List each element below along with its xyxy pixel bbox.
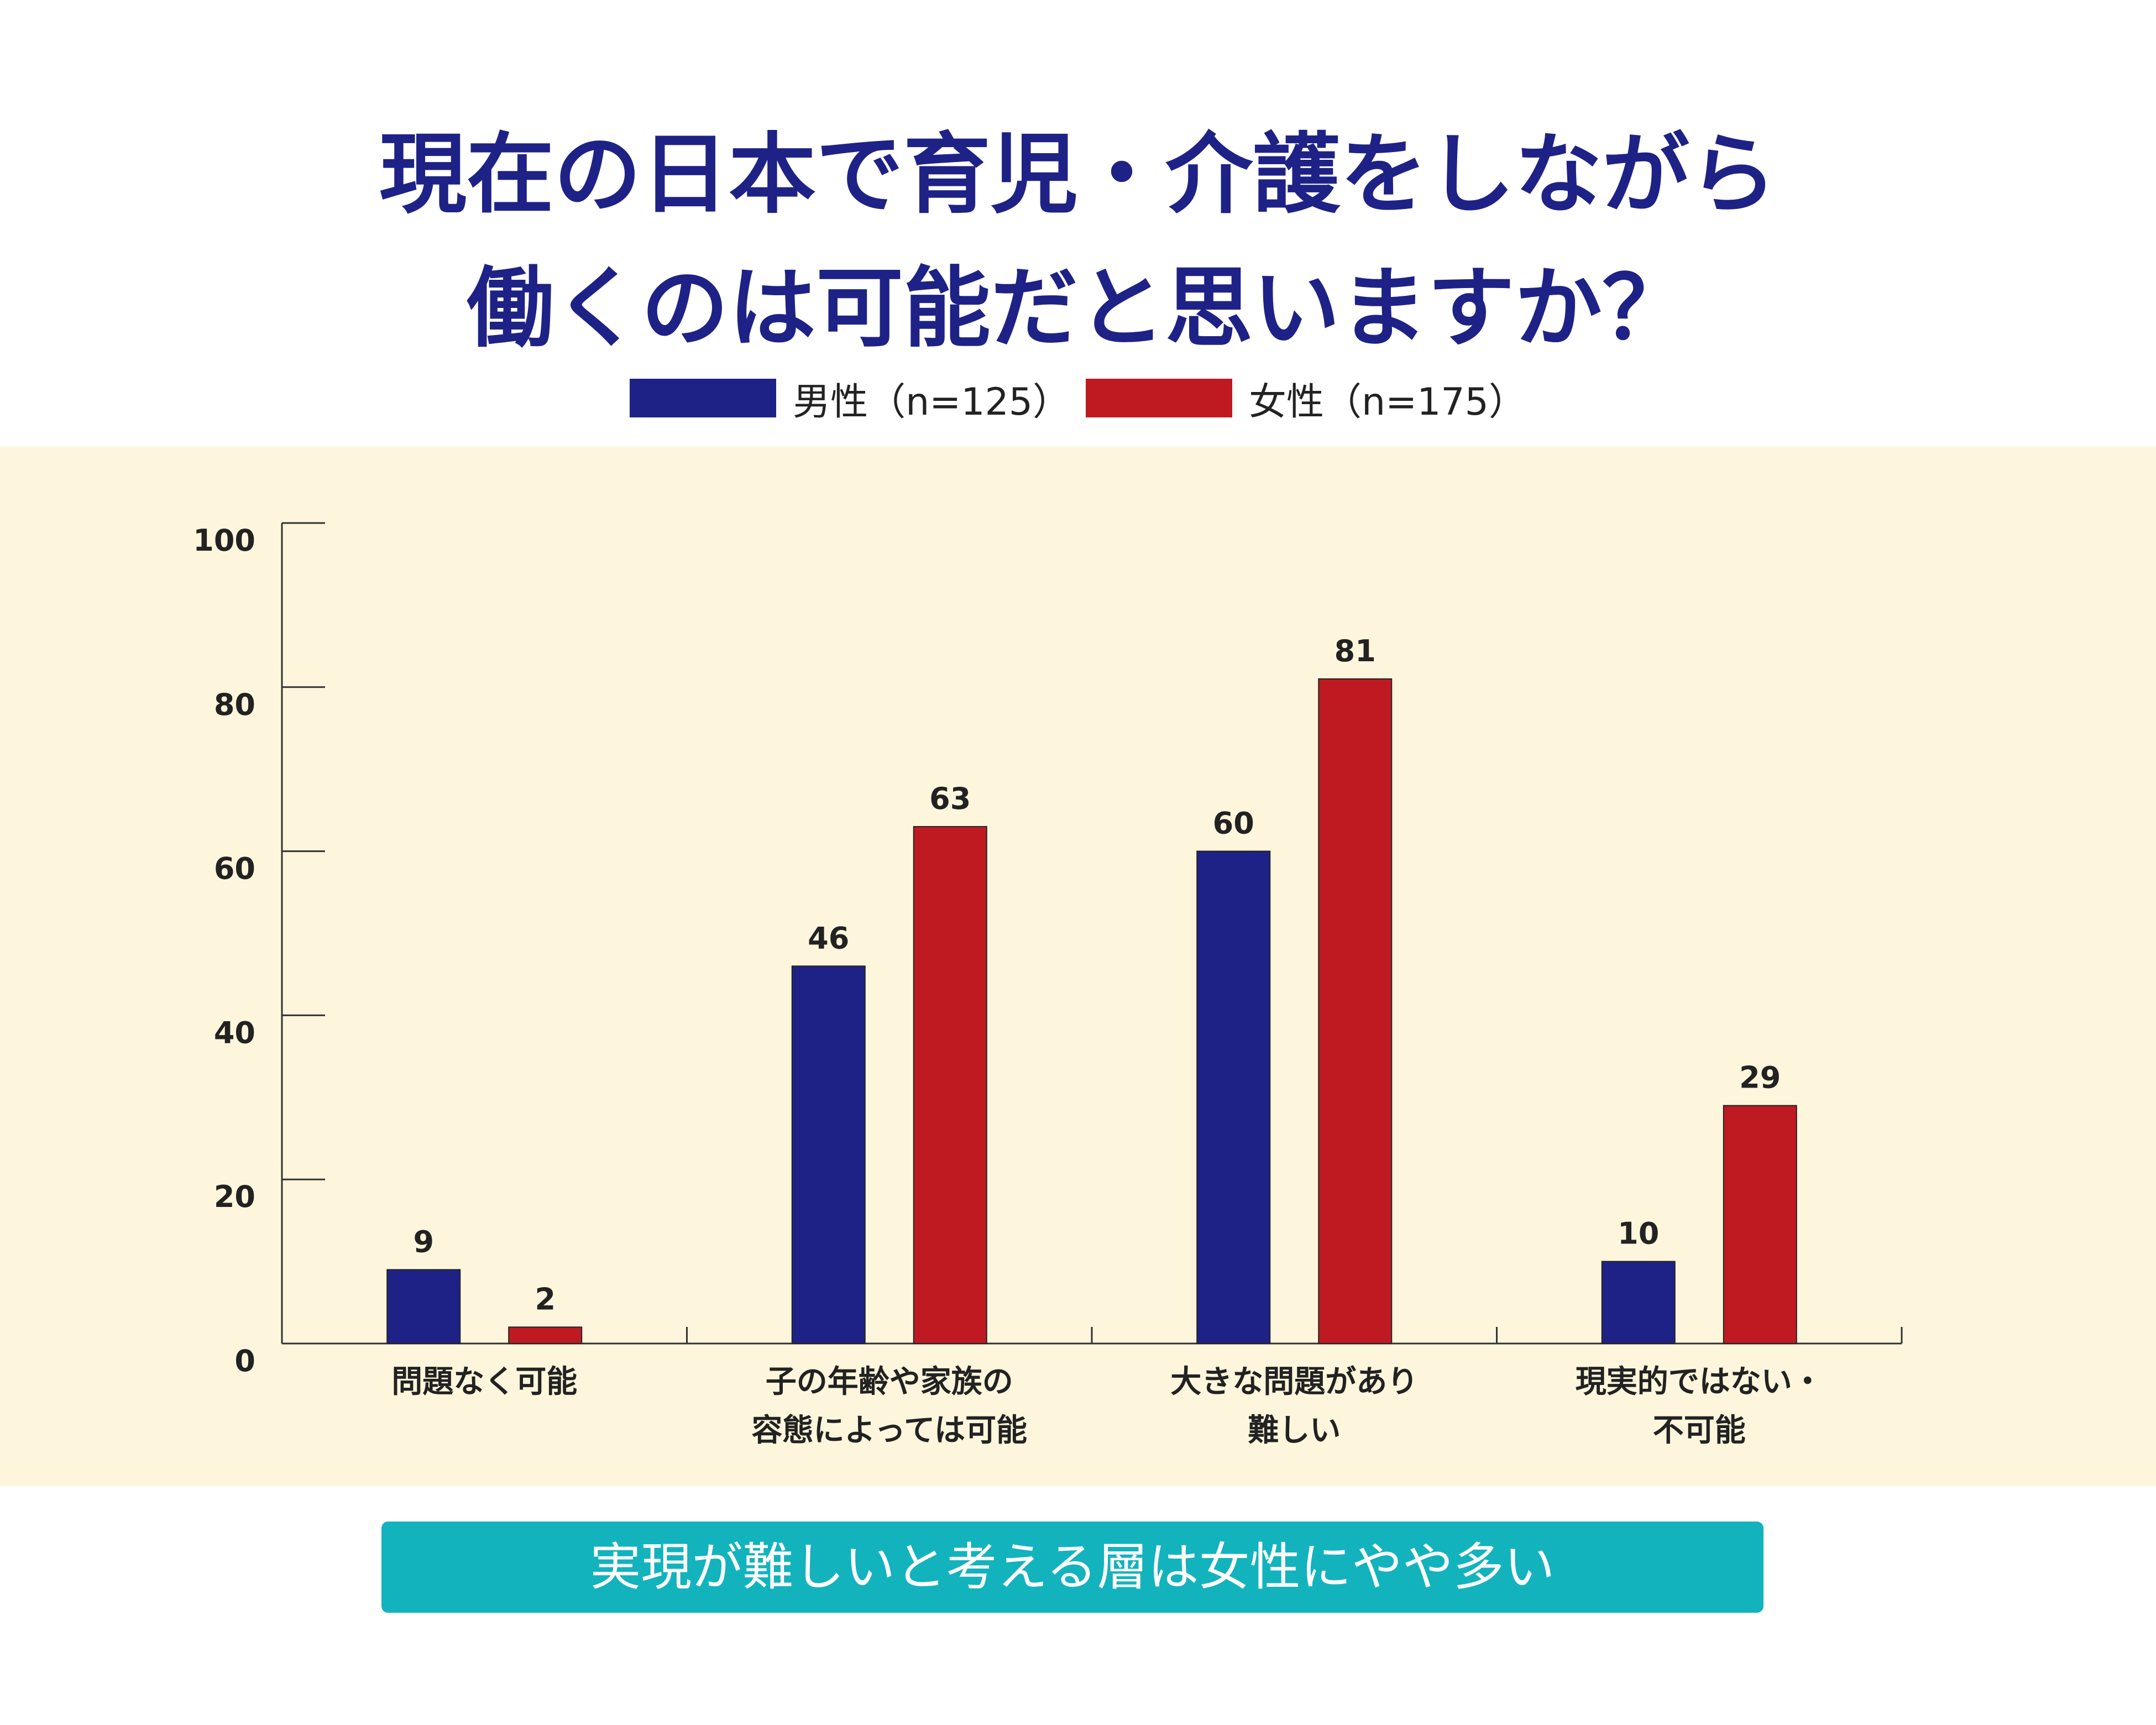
x-tick-label-0-0: 問題なく可能 xyxy=(391,1364,577,1400)
bar-male-1 xyxy=(791,965,866,1344)
y-tick-label-80: 80 xyxy=(214,687,255,722)
x-tick-label-3-0: 現実的ではない・ xyxy=(1576,1364,1823,1400)
data-label-female-3: 29 xyxy=(1739,1060,1781,1095)
callout-banner: 実現が難しいと考える層は女性にやや多い xyxy=(381,1522,1763,1613)
legend: 男性（n=125） 女性（n=175） xyxy=(0,376,2156,424)
bar-male-2 xyxy=(1196,850,1271,1344)
data-label-female-0: 2 xyxy=(535,1282,556,1316)
x-tick-label-1-0: 子の年齢や家族の xyxy=(766,1364,1013,1400)
title-line-2: 働くのは可能だと思いますか？ xyxy=(467,258,1689,359)
legend-item-female: 女性（n=175） xyxy=(1086,371,1526,426)
legend-item-male: 男性（n=125） xyxy=(630,371,1070,426)
x-tick-label-1-1: 容態によっては可能 xyxy=(752,1413,1027,1449)
bar-female-2 xyxy=(1318,678,1393,1345)
y-tick-label-60: 60 xyxy=(214,851,255,886)
title-line-1: 現在の日本で育児・介護をしながら xyxy=(379,124,1777,226)
legend-label-female: 女性（n=175） xyxy=(1249,380,1526,424)
data-label-female-2: 81 xyxy=(1335,634,1376,668)
bar-male-0 xyxy=(386,1269,461,1344)
y-tick-label-100: 100 xyxy=(193,523,255,558)
x-tick-label-3-1: 不可能 xyxy=(1653,1413,1746,1449)
legend-swatch-male xyxy=(630,379,777,417)
legend-swatch-female xyxy=(1086,379,1232,417)
data-label-male-2: 60 xyxy=(1213,806,1254,841)
data-label-male-0: 9 xyxy=(413,1224,434,1259)
y-tick-label-0: 0 xyxy=(234,1344,255,1378)
data-label-male-3: 10 xyxy=(1618,1216,1659,1251)
x-tick-label-2-1: 難しい xyxy=(1248,1413,1341,1449)
data-label-female-1: 63 xyxy=(929,781,971,816)
chart-panel: 0 20 40 60 80 100 9 2 問題なく可能 46 63 子の年齢や家族の 容態によっては可… xyxy=(0,447,2156,1486)
bar-chart: 0 20 40 60 80 100 9 2 問題なく可能 46 63 子の年齢や家族の容態によっては可… xyxy=(193,522,1903,1449)
bar-female-0 xyxy=(508,1326,583,1344)
y-tick-label-20: 20 xyxy=(214,1179,255,1214)
bar-male-3 xyxy=(1601,1261,1676,1344)
bar-female-3 xyxy=(1723,1105,1797,1344)
chart-title: 現在の日本で育児・介護をしながら 働くのは可能だと思いますか？ xyxy=(0,108,2156,375)
legend-label-male: 男性（n=125） xyxy=(793,380,1070,424)
bar-female-1 xyxy=(913,826,987,1344)
y-tick-label-40: 40 xyxy=(214,1015,255,1050)
x-tick-label-2-0: 大きな問題があり xyxy=(1170,1364,1418,1400)
data-label-male-1: 46 xyxy=(808,921,849,955)
